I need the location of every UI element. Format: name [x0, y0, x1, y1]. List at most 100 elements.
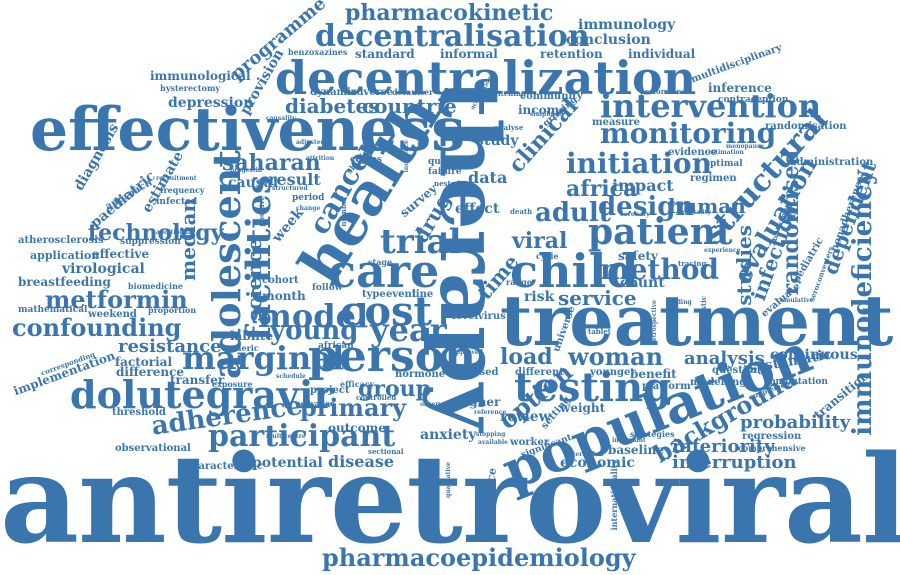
word-diagnostic: diagnostic — [699, 296, 708, 337]
word-failure: failure — [428, 167, 462, 177]
word-incidence: incidence — [403, 140, 410, 173]
word-attrition: attrition — [306, 155, 335, 162]
word-safety: safety — [618, 249, 658, 263]
word-baseline: baseline — [608, 443, 665, 457]
word-outcome: outcome — [328, 421, 386, 435]
word-suppression: suppression — [120, 237, 181, 247]
word-administration: administration — [790, 157, 874, 168]
word-dolutegravir: dolutegravir — [70, 372, 334, 417]
word-proportion: proportion — [148, 305, 197, 315]
word-disease: disease — [328, 452, 395, 471]
word-continuous: continuous — [770, 347, 858, 363]
word-inferiority: inferiority — [672, 436, 775, 457]
word-participant: participant — [208, 419, 396, 454]
word-stage: stage — [368, 257, 393, 267]
word-breastfeeding: breastfeeding — [18, 275, 111, 289]
word-performance: performance — [640, 87, 691, 96]
word-modelling: modelling — [690, 377, 747, 388]
word-strategies: strategies — [630, 429, 675, 439]
word-finding: finding — [668, 299, 692, 306]
word-month: month — [262, 289, 306, 303]
word-regression: regression — [742, 431, 802, 442]
word-evidence: evidence — [668, 147, 718, 158]
word-viral: viral — [512, 228, 568, 254]
word-informal: informal — [440, 47, 498, 61]
word-design: design — [598, 192, 695, 222]
word-trial: trial — [380, 222, 462, 262]
word-decentralisation: decentralisation — [315, 19, 590, 54]
word-therapy: therapy — [421, 80, 517, 431]
word-range: range — [506, 277, 532, 287]
word-atherosclerosis: atherosclerosis — [18, 235, 104, 246]
word-immunological: immunological — [150, 69, 251, 83]
word-qualitative: qualitative — [445, 462, 452, 499]
word-simplified: simplified — [530, 111, 564, 118]
word-platform: platform — [642, 381, 691, 392]
word-adverse: adverse — [350, 87, 393, 98]
word-death: death — [510, 207, 533, 216]
word-impact: impact — [612, 176, 674, 195]
word-service: service — [558, 286, 637, 310]
word-internationality: internationality — [609, 460, 619, 531]
word-contraception: contraception — [718, 95, 789, 105]
word-difference: difference — [116, 365, 185, 379]
word-effectiveness: effectiveness — [30, 95, 466, 165]
word-tablet: tablet — [588, 327, 612, 336]
word-coronary: coronary — [620, 211, 650, 218]
word-higher: higher — [456, 395, 501, 409]
word-switching: switching — [488, 89, 526, 98]
word-marginal: marginal — [182, 339, 345, 377]
word-worker: worker — [510, 437, 550, 448]
word-benefit: benefit — [630, 367, 677, 381]
word-community: community — [520, 91, 583, 102]
word-conclusion: conclusion — [566, 32, 651, 48]
word-load: load — [500, 344, 553, 370]
word-reference: reference — [474, 409, 507, 416]
word-adjusted: adjusted — [296, 139, 325, 146]
word-effective: effective — [92, 247, 150, 261]
word-probability: probability — [740, 412, 851, 433]
word-important: important — [612, 437, 646, 444]
word-cohort: cohort — [262, 275, 299, 286]
word-causal: causal — [228, 175, 279, 191]
word-event: event — [386, 289, 417, 300]
word-type: type — [362, 289, 386, 300]
word-cycle: cycle — [536, 251, 559, 261]
word-data: data — [468, 168, 508, 187]
word-observed: observed — [420, 401, 451, 408]
word-mathematical: mathematical — [18, 305, 88, 315]
word-comprehensive: comprehensive — [738, 443, 806, 453]
word-positionality: positionality — [427, 462, 436, 511]
word-potential: potential — [252, 455, 323, 471]
word-retrospective: retrospective — [651, 300, 658, 345]
word-pharmacoepidemiology: pharmacoepidemiology — [322, 543, 636, 572]
word-characteristic: characteristic — [185, 461, 263, 472]
word-causality: causality — [266, 115, 296, 122]
word-tracing: tracing — [678, 259, 707, 268]
word-study: study — [476, 133, 519, 149]
word-saharan: saharan — [222, 150, 321, 176]
word-technology: technology — [88, 220, 224, 246]
word-cost: cost — [340, 288, 433, 335]
word-inference: inference — [708, 81, 772, 95]
word-woman: woman — [568, 342, 664, 371]
word-progestin: progestin — [230, 167, 263, 174]
word-optimal: optimal — [704, 159, 743, 169]
word-benzoxazines: benzoxazines — [288, 47, 348, 57]
word-resistance: resistance — [118, 336, 222, 357]
word-stopping: stopping — [476, 431, 506, 438]
word-retention: retention — [540, 47, 603, 61]
word-immunology: immunology — [578, 17, 676, 33]
word-human: human — [668, 194, 746, 218]
word-observational: observational — [115, 443, 191, 454]
word-child: child — [510, 244, 639, 298]
word-individual: individual — [628, 47, 696, 61]
word-generic: generic — [225, 343, 259, 353]
word-treatment: treatment — [500, 279, 894, 362]
word-countrie: countrie — [362, 94, 457, 118]
word-recruitment: recruitment — [156, 175, 197, 182]
word-antiretroviral: antiretroviral — [0, 427, 900, 571]
word-lablite: lablite — [230, 329, 274, 343]
word-adult: adult — [535, 198, 611, 228]
word-frequency: frequency — [160, 185, 205, 195]
